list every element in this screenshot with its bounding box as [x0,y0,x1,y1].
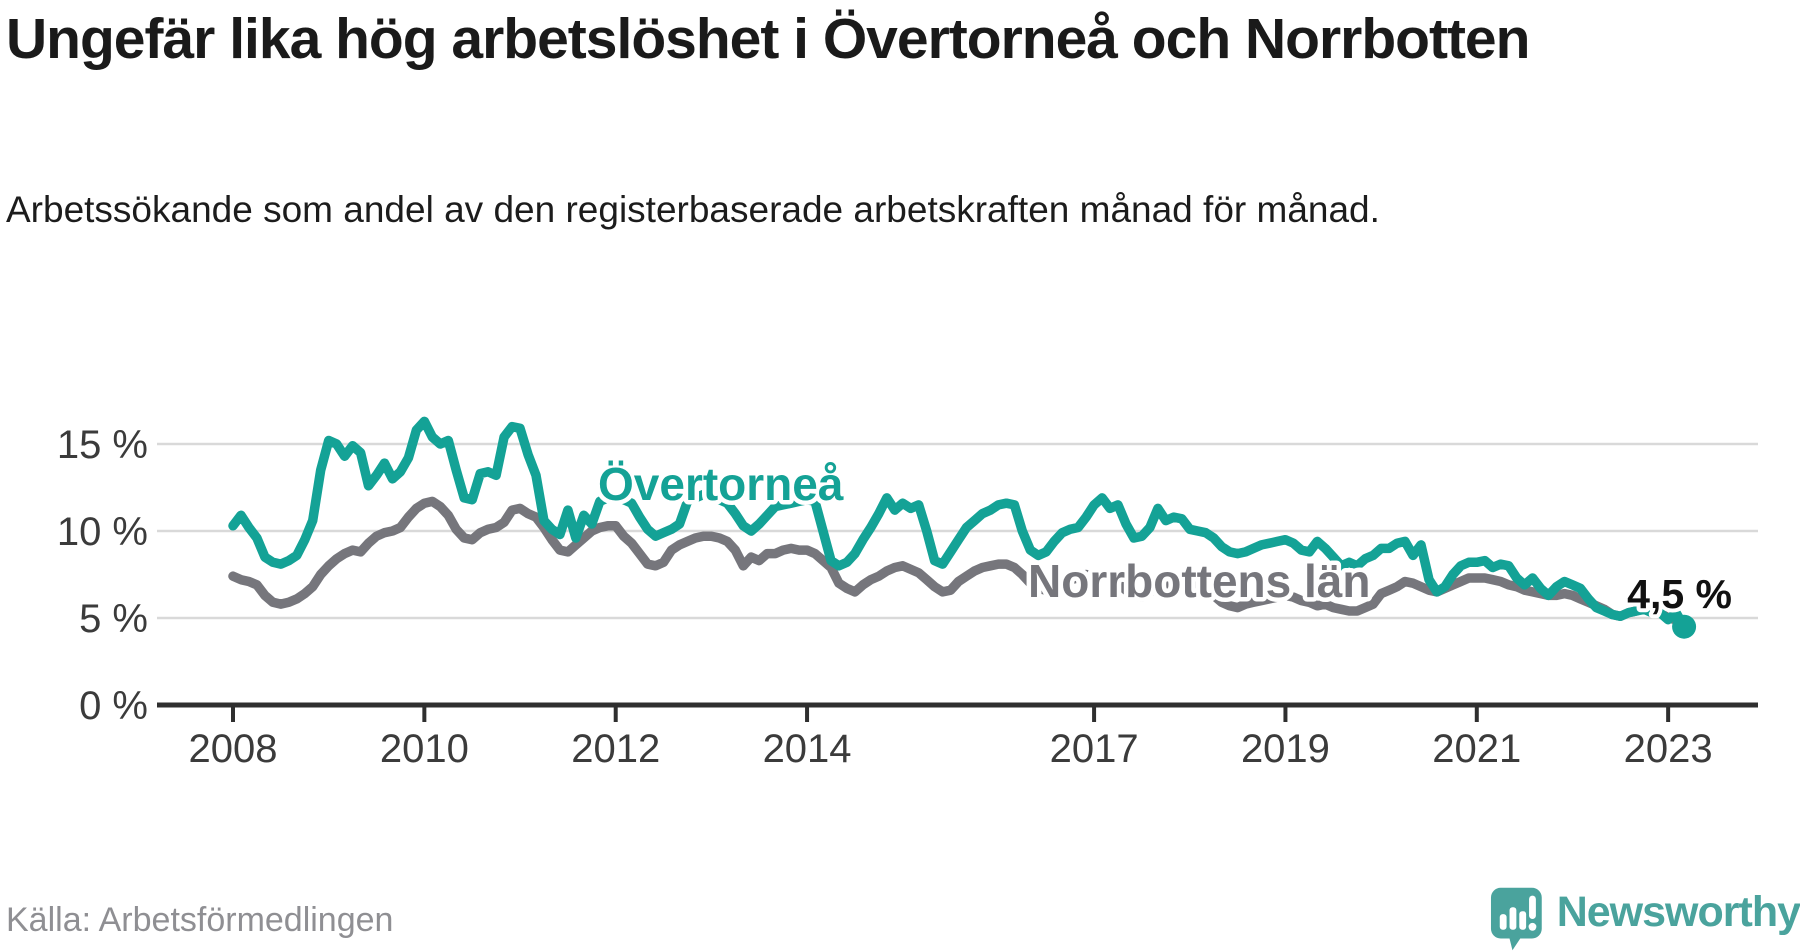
y-tick-label-15: 15 % [57,423,148,467]
chart-canvas: 0 % 5 % 10 % 15 % 2008 2010 2012 2014 2017 2019 20… [57,416,1758,771]
chart-subtitle: Arbetssökande som andel av den registerb… [6,189,1380,230]
x-tick-label-2014: 2014 [763,727,852,771]
y-tick-label-5: 5 % [79,597,148,641]
series-label-overtornea: Övertorneå [598,458,844,510]
source-note: Källa: Arbetsförmedlingen [6,901,394,939]
x-tick-label-2021: 2021 [1432,727,1521,771]
newsworthy-logo-icon [1490,887,1542,951]
x-tick-label-2019: 2019 [1241,727,1330,771]
series-label-norrbotten: Norrbottens län [1028,555,1370,607]
x-tick-label-2008: 2008 [189,727,278,771]
x-tick-label-2010: 2010 [380,727,469,771]
chart-title: Ungefär lika hög arbetslöshet i Övertorn… [6,7,1530,71]
end-point-dot [1672,614,1697,639]
x-tick-label-2017: 2017 [1050,727,1139,771]
y-tick-label-0: 0 % [79,684,148,728]
newsworthy-wordmark: Newsworthy [1556,888,1800,936]
x-tick-label-2023: 2023 [1624,727,1713,771]
series-line-overtornea [228,416,1689,632]
x-tick-label-2012: 2012 [571,727,660,771]
newsworthy-logo: Newsworthy [1490,886,1800,951]
end-value-label: 4,5 % [1627,571,1732,617]
unemployment-line-chart: 0 % 5 % 10 % 15 % 2008 2010 2012 2014 2017 2019 20… [0,330,1800,810]
y-tick-label-10: 10 % [57,510,148,554]
